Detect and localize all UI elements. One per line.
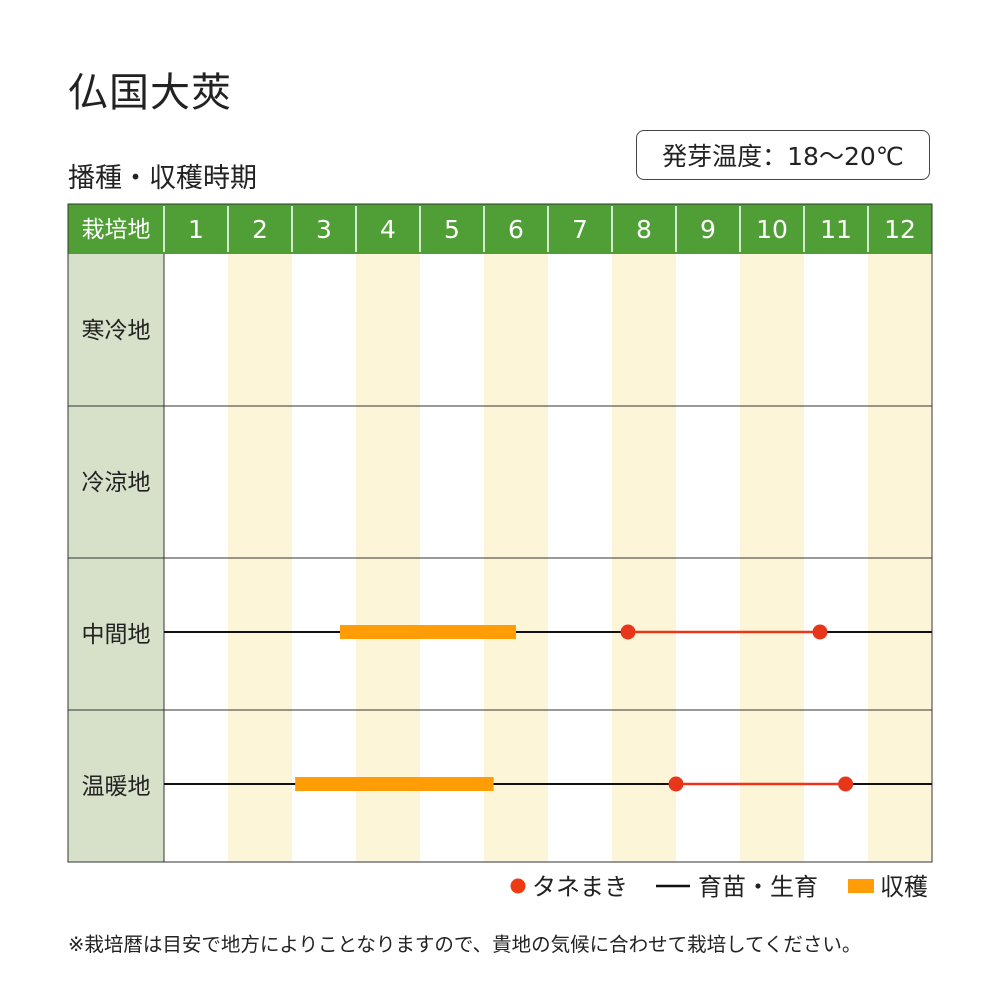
month-label: 1 <box>188 215 204 244</box>
month-label: 11 <box>820 215 852 244</box>
month-label: 12 <box>884 215 916 244</box>
footnote: ※栽培暦は目安で地方によりことなりますので、貴地の気候に合わせて栽培してください… <box>68 933 862 956</box>
month-label: 2 <box>252 215 268 244</box>
chart-subtitle: 播種・収穫時期 <box>68 163 257 194</box>
sowing-dot <box>838 776 854 792</box>
harvest-bar <box>295 777 494 791</box>
sowing-dot <box>620 624 636 640</box>
legend-sowing-label: タネまき <box>532 873 628 901</box>
month-label: 4 <box>380 215 396 244</box>
legend-harvest-swatch <box>848 879 874 893</box>
month-label: 10 <box>756 215 788 244</box>
header-label: 栽培地 <box>82 217 151 243</box>
harvest-bar <box>340 625 516 639</box>
region-label: 寒冷地 <box>82 318 151 344</box>
header-row-bg <box>68 204 932 254</box>
month-label: 9 <box>700 215 716 244</box>
month-label: 6 <box>508 215 524 244</box>
month-label: 3 <box>316 215 332 244</box>
chart-title: 仏国大莢 <box>68 70 232 116</box>
region-label: 温暖地 <box>82 774 151 800</box>
region-label: 冷涼地 <box>82 470 151 496</box>
month-label: 5 <box>444 215 460 244</box>
month-label: 7 <box>572 215 588 244</box>
region-label: 中間地 <box>82 622 151 648</box>
legend-sowing-dot <box>510 878 526 894</box>
germination-temperature-badge: 発芽温度：18〜20℃ <box>636 130 930 180</box>
chart-border <box>67 203 933 863</box>
legend-growing-label: 育苗・生育 <box>698 873 818 901</box>
sowing-dot <box>668 776 684 792</box>
month-label: 8 <box>636 215 652 244</box>
sowing-dot <box>812 624 828 640</box>
legend-harvest-label: 収穫 <box>880 873 928 901</box>
